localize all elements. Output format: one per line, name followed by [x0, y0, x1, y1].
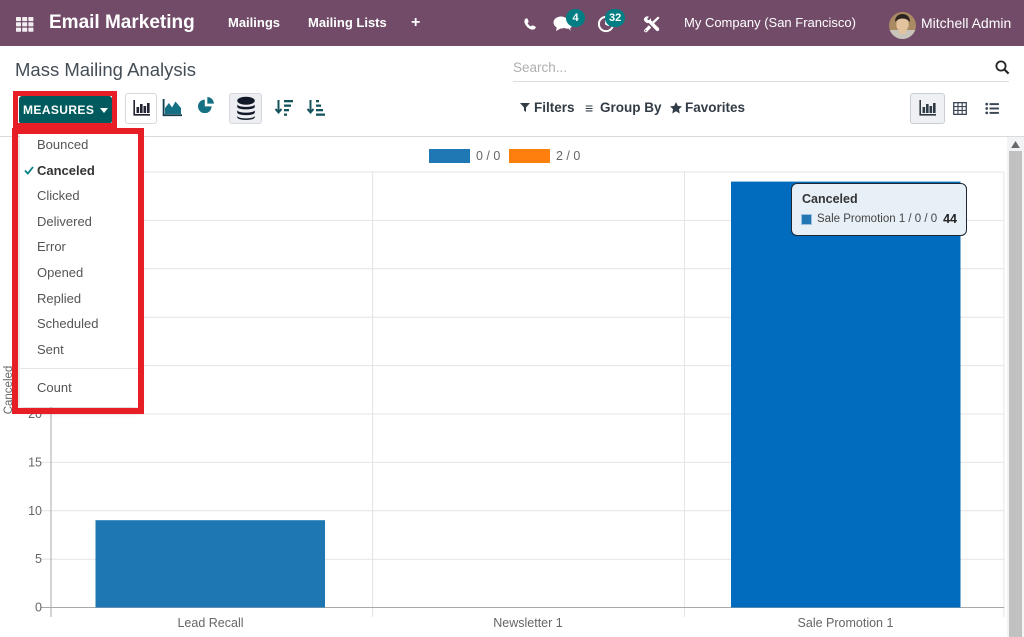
svg-text:Newsletter 1: Newsletter 1: [493, 616, 563, 630]
svg-text:15: 15: [28, 455, 42, 469]
svg-text:5: 5: [35, 552, 42, 566]
svg-text:10: 10: [28, 504, 42, 518]
svg-text:Lead Recall: Lead Recall: [177, 616, 243, 630]
svg-text:0: 0: [35, 601, 42, 615]
svg-text:Sale Promotion 1: Sale Promotion 1: [798, 616, 894, 630]
